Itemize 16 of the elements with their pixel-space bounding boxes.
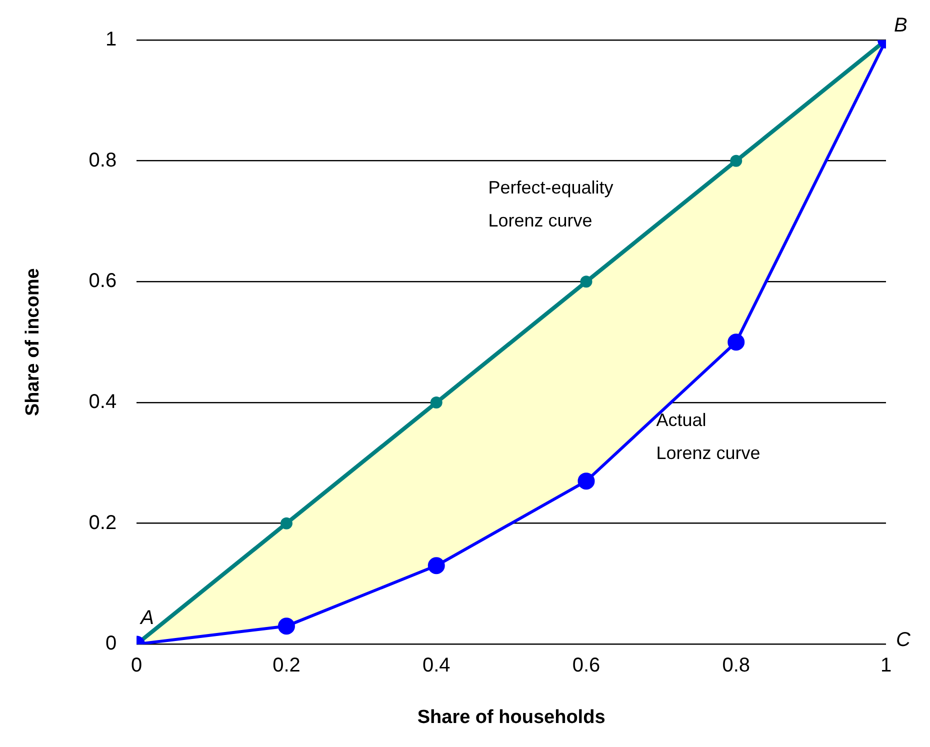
x-tick-label: 0 [131,654,142,677]
x-tick-label: 0.6 [572,654,600,677]
x-tick-label: 0.8 [722,654,750,677]
y-tick-label: 0.2 [88,512,117,534]
y-tick-label: 0.6 [88,270,117,292]
y-tick-label: 0 [105,632,117,655]
text: B [894,14,908,37]
x-tick-label: 1 [880,654,892,677]
x-axis-title: Share of households [417,706,606,728]
text: C [896,628,911,651]
y-tick-label: 0.4 [88,391,117,414]
y-tick-label: 1 [105,28,117,51]
x-tick-label: 0.2 [272,654,300,677]
y-axis-title: Share of income [22,268,44,416]
y-tick-label: 0.8 [88,149,117,172]
x-tick-label: 0.4 [422,654,450,677]
